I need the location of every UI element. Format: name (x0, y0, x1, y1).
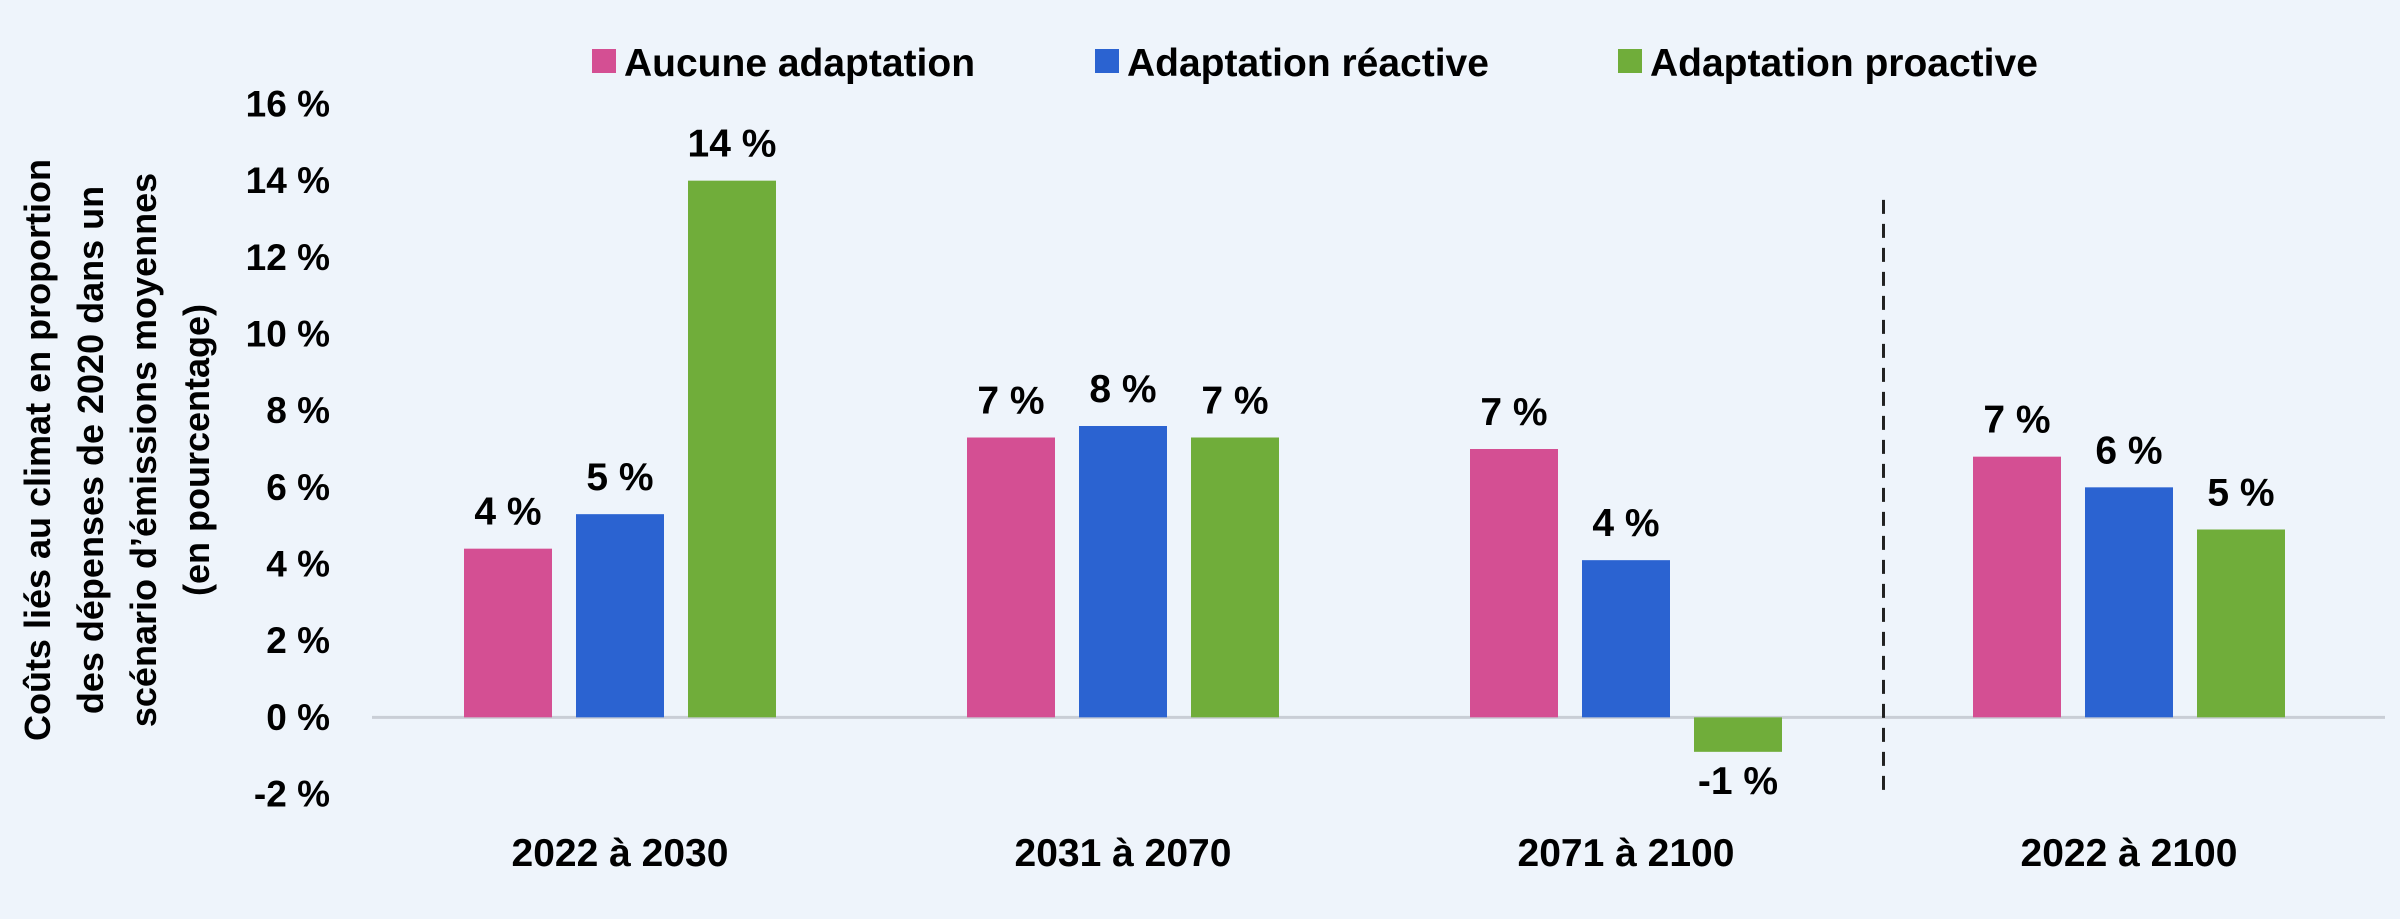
bar (576, 514, 664, 718)
category-label: 2031 à 2070 (1015, 832, 1232, 875)
y-tick-label: 14 % (246, 160, 330, 201)
data-label: 6 % (2095, 429, 2162, 472)
y-axis-title-line: (en pourcentage) (176, 304, 217, 596)
legend-label: Aucune adaptation (624, 42, 975, 85)
data-label: 7 % (1983, 399, 2050, 442)
y-tick-label: 8 % (266, 390, 330, 431)
y-axis-title-line: scénario d’émissions moyennes (123, 173, 164, 727)
bar (1079, 426, 1167, 718)
data-label: 5 % (586, 456, 653, 499)
category-label: 2071 à 2100 (1518, 832, 1735, 875)
bar (967, 437, 1055, 718)
bar (1191, 437, 1279, 718)
data-label: 4 % (1592, 502, 1659, 545)
y-tick-label: 0 % (266, 697, 330, 738)
data-label: 7 % (1201, 380, 1268, 423)
category-label: 2022 à 2030 (512, 832, 729, 875)
y-axis-title-line: des dépenses de 2020 dans un (70, 186, 111, 714)
y-tick-label: 2 % (266, 620, 330, 661)
data-label: 5 % (2207, 472, 2274, 515)
legend-swatch (592, 49, 616, 73)
bar (2197, 529, 2285, 718)
bar (464, 548, 552, 718)
bar (1694, 717, 1782, 752)
y-tick-label: 12 % (246, 237, 330, 278)
y-tick-label: 10 % (246, 314, 330, 355)
y-tick-label: 16 % (246, 84, 330, 125)
bar (1470, 449, 1558, 718)
y-tick-label: 4 % (266, 544, 330, 585)
bar (1582, 560, 1670, 718)
data-label: 14 % (688, 123, 777, 166)
data-label: 8 % (1089, 368, 1156, 411)
y-tick-label: 6 % (266, 467, 330, 508)
legend-swatch (1618, 49, 1642, 73)
data-label: 4 % (474, 491, 541, 534)
legend-label: Adaptation proactive (1650, 42, 2038, 85)
category-label: 2022 à 2100 (2021, 832, 2238, 875)
y-axis-title-line: Coûts liés au climat en proportion (17, 159, 58, 741)
bar (2085, 487, 2173, 718)
legend-swatch (1095, 49, 1119, 73)
data-label: -1 % (1698, 760, 1778, 803)
bar (1973, 456, 2061, 718)
legend-label: Adaptation réactive (1127, 42, 1489, 85)
data-label: 7 % (1480, 391, 1547, 434)
y-tick-label: -2 % (254, 774, 330, 815)
data-label: 7 % (977, 380, 1044, 423)
bar (688, 180, 776, 718)
